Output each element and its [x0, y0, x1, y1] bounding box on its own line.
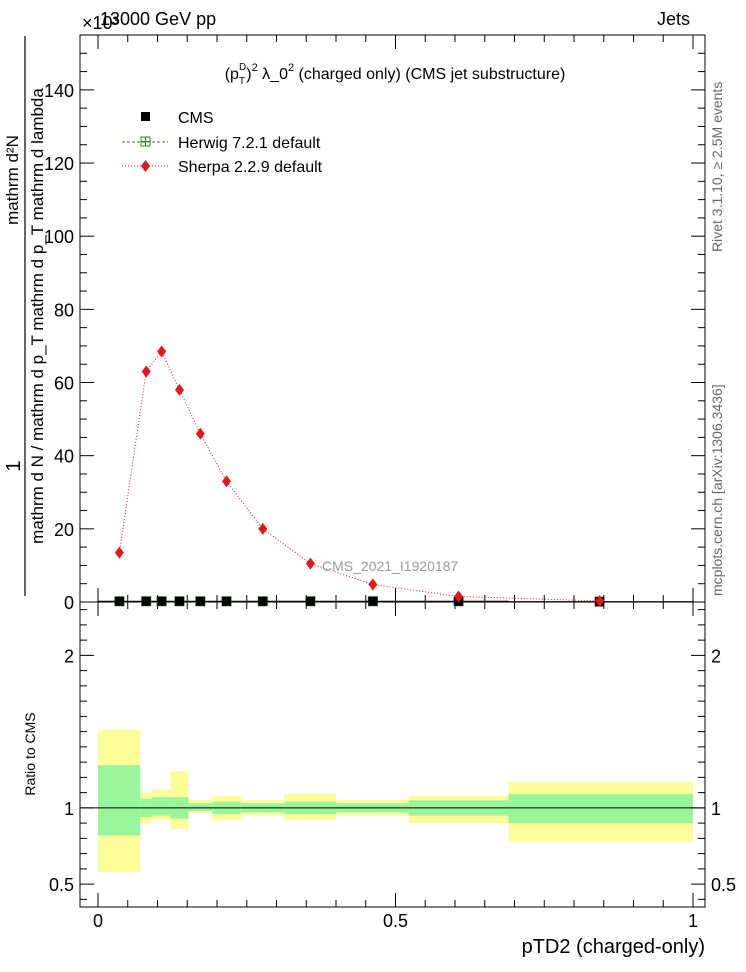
ratio-ytick-label-right: 2	[711, 646, 721, 666]
sherpa-point	[157, 345, 167, 358]
sherpa-point	[595, 594, 605, 607]
title-sup: D	[239, 62, 246, 73]
sherpa-point	[114, 546, 124, 559]
main-plot-frame	[79, 34, 706, 603]
main-ytick-label: 40	[54, 447, 74, 467]
header-exponent-label: ×10³	[82, 13, 119, 33]
ratio-ytick-label-right: 0.5	[711, 875, 736, 895]
sherpa-point	[195, 427, 205, 440]
ratio-bands	[98, 730, 693, 872]
cms-point	[195, 596, 205, 606]
legend: CMS Herwig 7.2.1 default Sherpa 2.2.9 de…	[122, 110, 323, 176]
sherpa-point	[258, 522, 268, 535]
x-axis-label: pTD2 (charged-only)	[522, 936, 705, 958]
ratio-plot-frame	[79, 601, 706, 908]
main-y-axis-label: 1 mathrm d²N mathrm d N / mathrm d p_T m…	[3, 36, 47, 596]
ratio-inner-band-10	[508, 794, 693, 824]
sherpa-point	[222, 475, 232, 488]
ratio-ytick-label-right: 1	[711, 799, 721, 819]
header-energy-label: 13000 GeV pp	[100, 9, 216, 29]
sherpa-point	[141, 365, 151, 378]
xtick-label: 0	[93, 911, 103, 931]
legend-sherpa-marker	[141, 160, 150, 172]
sherpa-point	[454, 590, 464, 603]
cms-point	[368, 596, 378, 606]
y-label-denominator: mathrm d N / mathrm d p_T mathrm d p_T m…	[28, 88, 47, 544]
cms-point	[157, 596, 167, 606]
y-label-numerator-one: 1	[3, 460, 25, 471]
cms-point	[114, 596, 124, 606]
main-ytick-label: 120	[44, 154, 74, 174]
main-ytick-label: 80	[54, 300, 74, 320]
y-label-numerator: mathrm d²N	[3, 135, 22, 225]
rivet-label: Rivet 3.1.10, ≥ 2.5M events	[709, 82, 725, 252]
title-sub: T	[239, 76, 245, 87]
main-ytick-label: 60	[54, 374, 74, 394]
main-ytick-label: 140	[44, 81, 74, 101]
ratio-ytick-label-left: 0.5	[49, 875, 74, 895]
header-jets-label: Jets	[657, 9, 690, 29]
cms-point	[222, 596, 232, 606]
sherpa-point	[305, 557, 315, 570]
ratio-y-axis-label: Ratio to CMS	[22, 712, 38, 795]
sherpa-line	[118, 350, 600, 602]
main-ytick-label: 20	[54, 520, 74, 540]
main-ytick-label: 0	[64, 593, 74, 613]
ratio-y-axis: 0.5 0.5 1 1 2 2	[49, 609, 736, 900]
main-ytick-label: 100	[44, 227, 74, 247]
ratio-inner-band-4	[188, 803, 213, 811]
sherpa-point	[368, 578, 378, 591]
legend-herwig-label: Herwig 7.2.1 default	[178, 135, 321, 152]
main-y-axis: 0 20 40 60 80 100 120 140	[44, 34, 705, 613]
x-axis: 0 0.5 1	[93, 35, 698, 931]
title-base: (p	[225, 66, 239, 83]
legend-cms-marker	[141, 112, 150, 121]
title-rest: λ_0	[258, 66, 288, 83]
ratio-inner-band-0	[98, 765, 141, 836]
legend-cms-label: CMS	[178, 110, 214, 127]
ratio-ytick-label-left: 1	[64, 799, 74, 819]
analysis-watermark: CMS_2021_I1920187	[322, 558, 458, 574]
cms-point	[141, 596, 151, 606]
mcplots-label: mcplots.cern.ch [arXiv:1306.3436]	[709, 384, 725, 596]
cms-point	[258, 596, 268, 606]
ratio-ytick-label-left: 2	[64, 646, 74, 666]
ratio-inner-band-2	[151, 797, 171, 816]
title-sup3: 2	[288, 62, 294, 74]
title-tail: (charged only) (CMS jet substructure)	[294, 66, 565, 83]
sherpa-point	[175, 383, 185, 396]
xtick-label: 0.5	[383, 911, 408, 931]
chart-title: (pTD)2 λ_02 (charged only) (CMS jet subs…	[225, 62, 566, 87]
xtick-label: 1	[688, 911, 698, 931]
title-sup2: 2	[252, 62, 258, 74]
legend-sherpa-label: Sherpa 2.2.9 default	[178, 159, 323, 176]
cms-point	[175, 596, 185, 606]
cms-point	[305, 596, 315, 606]
series-layer	[98, 345, 693, 607]
